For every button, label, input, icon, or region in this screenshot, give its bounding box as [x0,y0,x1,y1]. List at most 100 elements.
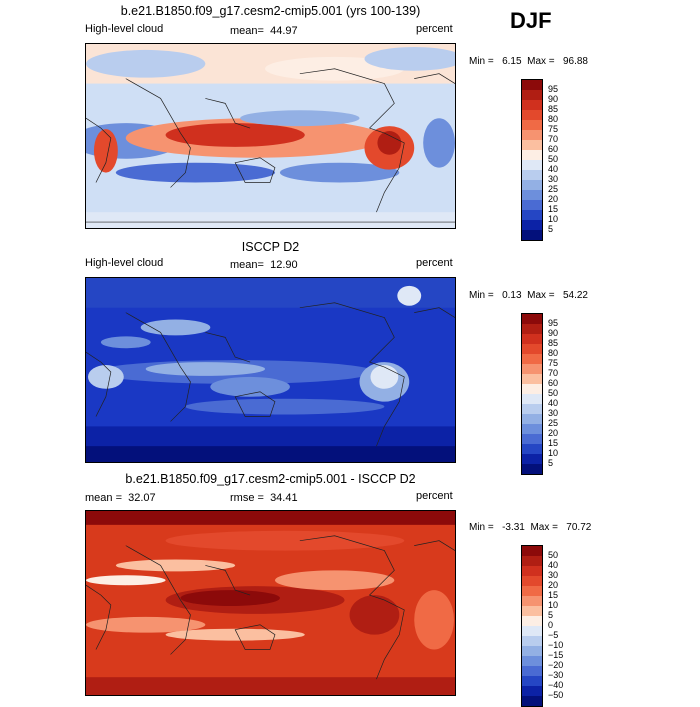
colorbar-swatch [522,646,542,656]
colorbar-swatch [522,404,542,414]
colorbar-tick-label: 95 [548,84,559,94]
panel-1-units: percent [416,23,453,35]
panel-2-field [86,278,455,462]
colorbar-swatch [522,120,542,130]
colorbar-swatch [522,384,542,394]
colorbar-tick-label: 20 [548,194,559,204]
panel-3-title: b.e21.B1850.f09_g17.cesm2-cmip5.001 - IS… [125,472,416,486]
colorbar-swatch [522,666,542,676]
colorbar-tick-label: −10 [548,640,564,650]
colorbar-tick-label: 15 [548,590,559,600]
colorbar-tick-label: −15 [548,650,564,660]
colorbar-swatch [522,180,542,190]
colorbar-tick-label: 15 [548,438,559,448]
colorbar-tick-label: 10 [548,214,559,224]
colorbar-tick-label: 85 [548,338,559,348]
colorbar-swatch [522,696,542,706]
colorbar-tick-label: 30 [548,174,559,184]
colorbar-tick-label: 40 [548,398,559,408]
colorbar-tick-label: 50 [548,550,559,560]
colorbar-swatch [522,110,542,120]
panel-1-min-label: Min = [469,56,494,67]
colorbar-swatch [522,374,542,384]
colorbar-swatch [522,394,542,404]
colorbar-tick-label: 70 [548,134,559,144]
colorbar-tick-label: 30 [548,570,559,580]
panel-3-rmse-label: rmse = [230,492,264,504]
colorbar-swatch [522,586,542,596]
panel-2-map [85,277,456,463]
panel-3-field [86,511,455,695]
panel-1-min-value: 6.15 [502,56,522,67]
colorbar-swatch [522,556,542,566]
panel-2-mean-value: 12.90 [270,259,298,271]
colorbar-swatch [522,220,542,230]
colorbar-swatch [522,676,542,686]
colorbar-tick-label: 85 [548,104,559,114]
colorbar-tick-label: 90 [548,328,559,338]
colorbar-swatch [522,314,542,324]
colorbar-tick-label: 80 [548,348,559,358]
panel-2-colorbar [521,313,543,475]
colorbar-tick-label: 25 [548,184,559,194]
colorbar-tick-label: −30 [548,670,564,680]
colorbar-tick-label: 10 [548,600,559,610]
colorbar-tick-label: 5 [548,224,554,234]
panel-3-mean-label: mean = [85,492,122,504]
colorbar-swatch [522,444,542,454]
colorbar-tick-label: 50 [548,154,559,164]
colorbar-tick-label: 60 [548,378,559,388]
panel-1-max-label: Max = [527,56,555,67]
colorbar-swatch [522,364,542,374]
colorbar-tick-label: 15 [548,204,559,214]
colorbar-swatch [522,414,542,424]
panel-1-variable-label: High-level cloud [85,23,164,35]
colorbar-swatch [522,190,542,200]
colorbar-tick-label: 80 [548,114,559,124]
colorbar-tick-label: 50 [548,388,559,398]
panel-2-min-label: Min = [469,290,494,301]
colorbar-swatch [522,616,542,626]
colorbar-swatch [522,80,542,90]
panel-1-map [85,43,456,229]
colorbar-swatch [522,354,542,364]
panel-3-min-value: -3.31 [502,522,525,533]
colorbar-swatch [522,344,542,354]
colorbar-swatch [522,150,542,160]
colorbar-tick-label: 5 [548,458,554,468]
colorbar-tick-label: 20 [548,580,559,590]
colorbar-swatch [522,656,542,666]
panel-1-colorbar [521,79,543,241]
panel-3-max-label: Max = [530,522,558,533]
colorbar-tick-label: 30 [548,408,559,418]
colorbar-swatch [522,230,542,240]
panel-2-max-label: Max = [527,290,555,301]
colorbar-swatch [522,90,542,100]
panel-3-min-label: Min = [469,522,494,533]
colorbar-tick-label: 90 [548,94,559,104]
panel-2-max-value: 54.22 [562,290,588,301]
panel-2-variable-label: High-level cloud [85,257,164,269]
colorbar-swatch [522,636,542,646]
colorbar-swatch [522,424,542,434]
colorbar-tick-label: 40 [548,560,559,570]
colorbar-swatch [522,626,542,636]
colorbar-tick-label: 70 [548,368,559,378]
colorbar-swatch [522,130,542,140]
colorbar-swatch [522,210,542,220]
colorbar-tick-label: 0 [548,620,554,630]
colorbar-tick-label: −40 [548,680,564,690]
colorbar-swatch [522,576,542,586]
panel-3-map [85,510,456,696]
colorbar-swatch [522,434,542,444]
colorbar-tick-label: 75 [548,124,559,134]
colorbar-tick-label: 10 [548,448,559,458]
colorbar-tick-label: 75 [548,358,559,368]
colorbar-swatch [522,546,542,556]
colorbar-swatch [522,464,542,474]
colorbar-tick-label: 60 [548,144,559,154]
season-label: DJF [510,8,552,33]
colorbar-swatch [522,170,542,180]
colorbar-tick-label: −20 [548,660,564,670]
panel-1-mean-label: mean= [230,25,264,37]
